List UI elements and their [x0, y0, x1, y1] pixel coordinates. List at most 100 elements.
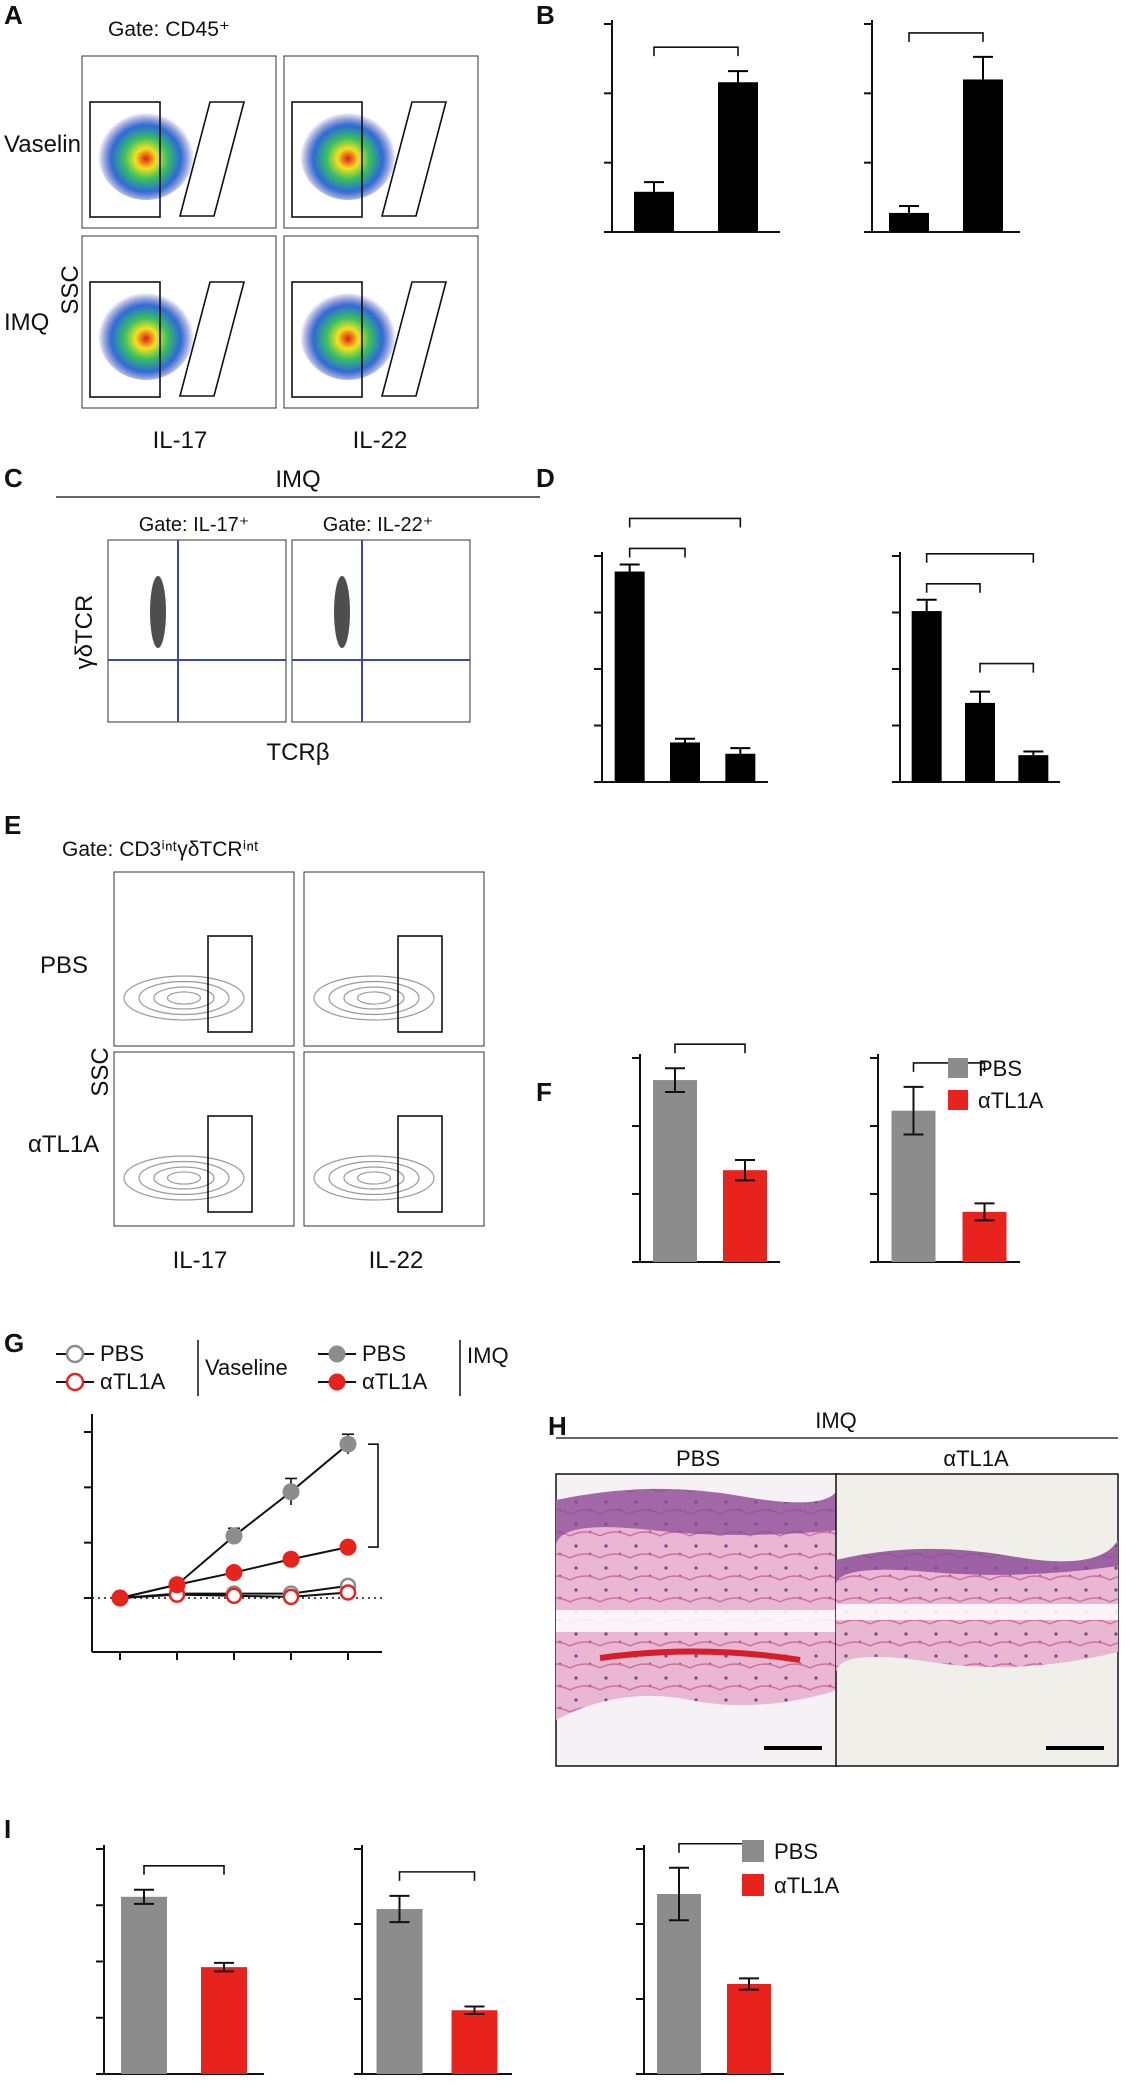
- histology-pbs: [555, 1473, 839, 1767]
- legend-g-tl1a-imq-label: αTL1A: [362, 1369, 428, 1394]
- panel-a-row-label-imq: IMQ: [4, 309, 49, 336]
- facs-a-gate-neg-3: [291, 281, 363, 398]
- b2-bar-1: [963, 79, 1003, 232]
- legend-i-tl1a-swatch: [742, 1874, 764, 1896]
- legend-i-pbs-swatch: [742, 1840, 764, 1862]
- legend-f-tl1a-swatch: [948, 1090, 968, 1110]
- facs-e-contour-1: [313, 975, 435, 1021]
- i2-sig-bracket-0: [398, 1871, 476, 1881]
- facs-a-gate-pos-2: [178, 281, 246, 397]
- panel-label-b: B: [536, 0, 555, 30]
- facs-e-contour-0: [138, 980, 230, 1016]
- facs-c-frame-1: [291, 539, 471, 723]
- panel-c-y-label: γδTCR: [71, 595, 98, 670]
- panel-h-label-pbs: PBS: [676, 1446, 720, 1471]
- d2-sig-bracket-1: [925, 552, 1035, 563]
- facs-a-gate-pos-1: [380, 101, 448, 217]
- d2-sig-bracket-2: [979, 662, 1035, 673]
- i2-bar-1: [451, 2010, 498, 2074]
- i1-bar-1: [201, 1967, 247, 2074]
- g-series-point-3: [282, 1550, 300, 1568]
- panel-label-a: A: [4, 0, 23, 30]
- facs-c-frame-0: [107, 539, 287, 723]
- i3-bar-0: [657, 1894, 701, 2074]
- panel-f-il17-chart: [632, 1043, 780, 1263]
- g-series-point-3: [339, 1538, 357, 1556]
- histology-tl1a-fat-layer: [836, 1604, 1118, 1620]
- panel-e-gate-title: Gate: CD3ⁱⁿᵗγδTCRⁱⁿᵗ: [62, 838, 259, 861]
- legend-g-pbs-vas-label: PBS: [100, 1341, 144, 1366]
- facs-e-contour-3: [356, 1171, 392, 1185]
- i1-bar-0: [121, 1896, 167, 2074]
- panel-a-row-label-vaseline: Vaseline: [4, 131, 94, 158]
- legend-g-imq-label: IMQ: [467, 1343, 509, 1368]
- facs-a-gate-neg-0: [89, 101, 161, 218]
- g-series-point-3: [225, 1564, 243, 1582]
- facs-a-density-0: [98, 108, 194, 200]
- legend-f-pbs-label: PBS: [978, 1056, 1022, 1081]
- facs-e-contour-2: [138, 1160, 230, 1196]
- panel-b-il22-chart: [864, 20, 1020, 233]
- panel-a-x-label-il17: IL-17: [153, 427, 208, 454]
- panel-i-dermis-chart: [636, 1842, 784, 2075]
- panel-label-d: D: [536, 463, 555, 493]
- facs-a-gate-pos-0: [178, 101, 246, 217]
- f2-bar-0: [891, 1110, 936, 1262]
- histology-pbs-epidermis: [556, 1488, 838, 1545]
- histology-pbs-fat-layer: [556, 1610, 838, 1632]
- panel-e-x-label-il17: IL-17: [173, 1247, 228, 1274]
- histology-pbs-tissue: [556, 1488, 838, 1720]
- legend-g-pbs-imq-marker: [328, 1345, 346, 1363]
- facs-e-gate-3: [397, 1115, 443, 1213]
- facs-e-contour-1: [356, 991, 392, 1005]
- f1-bar-1: [723, 1170, 767, 1262]
- facs-a-density-2: [98, 288, 194, 380]
- g-series-point-2: [225, 1527, 243, 1545]
- facs-e-contour-3: [328, 1160, 420, 1196]
- panel-d-il22-chart: [892, 552, 1060, 783]
- panel-e-row-label-pbs: PBS: [40, 952, 88, 979]
- legend-f-pbs-swatch: [948, 1058, 968, 1078]
- i2-bar-0: [376, 1909, 423, 2074]
- histology-tl1a-epidermis: [836, 1540, 1118, 1584]
- panel-e-y-label: SSC: [87, 1047, 114, 1096]
- g-series-point-1: [282, 1588, 300, 1606]
- i3-sig-bracket-0: [678, 1842, 750, 1853]
- b2-bar-0: [889, 212, 929, 232]
- d2-bar-1: [965, 702, 995, 782]
- legend-g: PBS αTL1A Vaseline PBS αTL1A IMQ: [56, 1340, 509, 1396]
- histology-tl1a: [835, 1473, 1119, 1767]
- g-day4-bracket: [368, 1443, 379, 1548]
- facs-e-gate-2: [207, 1115, 253, 1213]
- legend-g-tl1a-vas-marker: [65, 1372, 85, 1392]
- facs-e-gate-1: [397, 935, 443, 1033]
- panel-label-e: E: [4, 810, 21, 840]
- d1-sig-bracket-0: [628, 547, 686, 558]
- legend-g-vaseline-label: Vaseline: [205, 1355, 288, 1380]
- b1-sig-bracket-0: [653, 46, 739, 57]
- legend-f-tl1a-label: αTL1A: [978, 1088, 1044, 1113]
- panel-c-facs-plots: [107, 539, 471, 723]
- panel-a-facs-plots: [81, 55, 479, 409]
- facs-c-population-1: [334, 576, 350, 648]
- panel-g-swelling-chart: [84, 1414, 382, 1660]
- facs-e-gate-0: [207, 935, 253, 1033]
- g-series-point-1: [339, 1584, 357, 1601]
- legend-g-tl1a-vas-label: αTL1A: [100, 1369, 166, 1394]
- facs-a-density-1: [300, 108, 396, 200]
- panel-h-label-tl1a: αTL1A: [943, 1446, 1009, 1471]
- legend-i-pbs-label: PBS: [774, 1839, 818, 1864]
- panel-label-i: I: [4, 1814, 11, 1844]
- panel-i-epidermal-layers-chart: [96, 1845, 264, 2075]
- panel-label-g: G: [4, 1328, 24, 1358]
- d2-sig-bracket-0: [925, 582, 981, 593]
- histology-pbs-vessel: [599, 1648, 801, 1663]
- panel-c-title: IMQ: [275, 466, 320, 493]
- legend-i-tl1a-label: αTL1A: [774, 1873, 840, 1898]
- panel-f-il22-chart: [870, 1054, 1020, 1263]
- facs-c-population-0: [150, 576, 166, 648]
- d2-bar-0: [911, 611, 942, 782]
- facs-a-gate-pos-3: [380, 281, 448, 397]
- g-series-point-3: [111, 1589, 129, 1607]
